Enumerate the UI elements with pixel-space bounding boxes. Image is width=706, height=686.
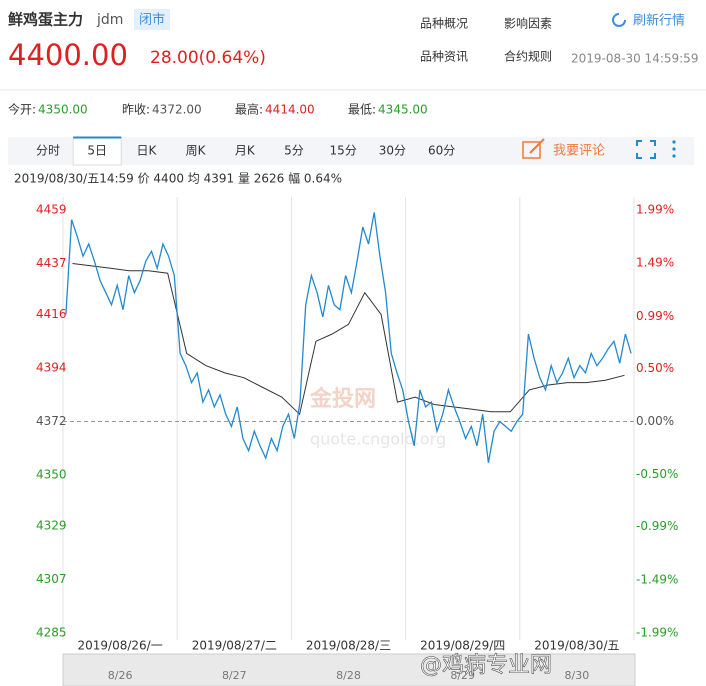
nav-link[interactable]: 品种概况 xyxy=(420,17,468,31)
y-tick-label: 4350 xyxy=(36,467,67,481)
stat-label: 今开: xyxy=(8,102,36,117)
x-tick-label: 2019/08/29/四 xyxy=(420,639,505,653)
stat-label: 最高: xyxy=(235,102,263,117)
tab[interactable]: 5日 xyxy=(87,144,107,158)
watermark: @鸡病专业网 xyxy=(420,653,552,678)
navigator-label: 8/30 xyxy=(565,669,590,682)
name: 鲜鸡蛋主力 xyxy=(8,11,83,29)
refresh[interactable]: 刷新行情 xyxy=(633,13,685,29)
y2-tick-label: -0.99% xyxy=(636,519,678,533)
y2-tick-label: 0.00% xyxy=(636,414,674,428)
price: 4400.00 xyxy=(8,38,128,72)
navigator[interactable] xyxy=(62,653,636,686)
time: 2019-08-30 14:59:59 xyxy=(571,52,698,66)
navigator-label: 8/28 xyxy=(336,669,361,682)
navigator-label: 8/26 xyxy=(108,669,133,682)
stat-label: 最低: xyxy=(348,103,376,117)
change: 28.00(0.64%) xyxy=(150,48,266,68)
y2-tick-label: -0.50% xyxy=(636,467,678,481)
y-tick-label: 4285 xyxy=(36,626,67,640)
x-tick-label: 2019/08/28/三 xyxy=(306,639,391,653)
y2-tick-label: -1.99% xyxy=(636,626,678,640)
y-tick-label: 4394 xyxy=(36,361,67,375)
refresh-icon[interactable] xyxy=(612,13,626,27)
nav-link[interactable]: 影响因素 xyxy=(504,16,552,31)
stat-label: 昨收: xyxy=(122,103,150,117)
tab[interactable]: 分时 xyxy=(36,144,60,158)
y2-tick-label: 0.99% xyxy=(636,309,674,323)
tab[interactable]: 日K xyxy=(136,144,157,158)
navigator-label: 8/27 xyxy=(222,669,247,682)
nav-link[interactable]: 品种资讯 xyxy=(420,50,468,64)
navigator-label: 8/29 xyxy=(450,669,475,682)
more-icon[interactable] xyxy=(672,140,676,158)
y-tick-label: 4437 xyxy=(36,256,67,270)
info-line: 2019/08/30/五14:59 价 4400 均 4391 量 2626 幅… xyxy=(14,171,342,186)
y-tick-label: 4329 xyxy=(36,519,67,533)
tab[interactable]: 15分 xyxy=(330,144,357,158)
stat-value: 4350.00 xyxy=(38,103,88,117)
y-tick-label: 4459 xyxy=(36,203,67,217)
tab-bar xyxy=(8,137,694,165)
status-badge xyxy=(134,9,170,30)
status: 闭市 xyxy=(139,12,165,28)
fullscreen-icon[interactable] xyxy=(636,140,656,159)
watermark-url: quote.cngold.org xyxy=(310,430,446,449)
tab[interactable]: 5分 xyxy=(284,144,304,158)
comment-icon[interactable] xyxy=(522,138,545,159)
tab[interactable]: 周K xyxy=(186,144,207,158)
y2-tick-label: 1.49% xyxy=(636,256,674,270)
stat-value: 4414.00 xyxy=(265,103,315,117)
watermark-logo: 金投网 xyxy=(309,386,376,412)
tab[interactable]: 月K xyxy=(235,144,256,158)
tab[interactable]: 60分 xyxy=(428,144,455,158)
tab[interactable]: 30分 xyxy=(379,144,406,158)
y2-tick-label: 1.99% xyxy=(636,203,674,217)
x-tick-label: 2019/08/26/一 xyxy=(77,639,162,653)
stat-value: 4372.00 xyxy=(152,103,202,117)
comment[interactable]: 我要评论 xyxy=(553,144,605,159)
y2-tick-label: 0.50% xyxy=(636,361,674,375)
nav-link[interactable]: 合约规则 xyxy=(504,49,552,64)
average-line xyxy=(72,263,625,416)
x-tick-label: 2019/08/27/二 xyxy=(192,639,277,653)
stat-value: 4345.00 xyxy=(378,103,428,117)
y-tick-label: 4416 xyxy=(36,307,67,321)
y-tick-label: 4372 xyxy=(36,414,67,428)
x-tick-label: 2019/08/30/五 xyxy=(534,639,619,653)
y-tick-label: 4307 xyxy=(36,572,67,586)
code: jdm xyxy=(96,12,123,28)
y2-tick-label: -1.49% xyxy=(636,572,678,586)
price-line xyxy=(65,212,632,463)
